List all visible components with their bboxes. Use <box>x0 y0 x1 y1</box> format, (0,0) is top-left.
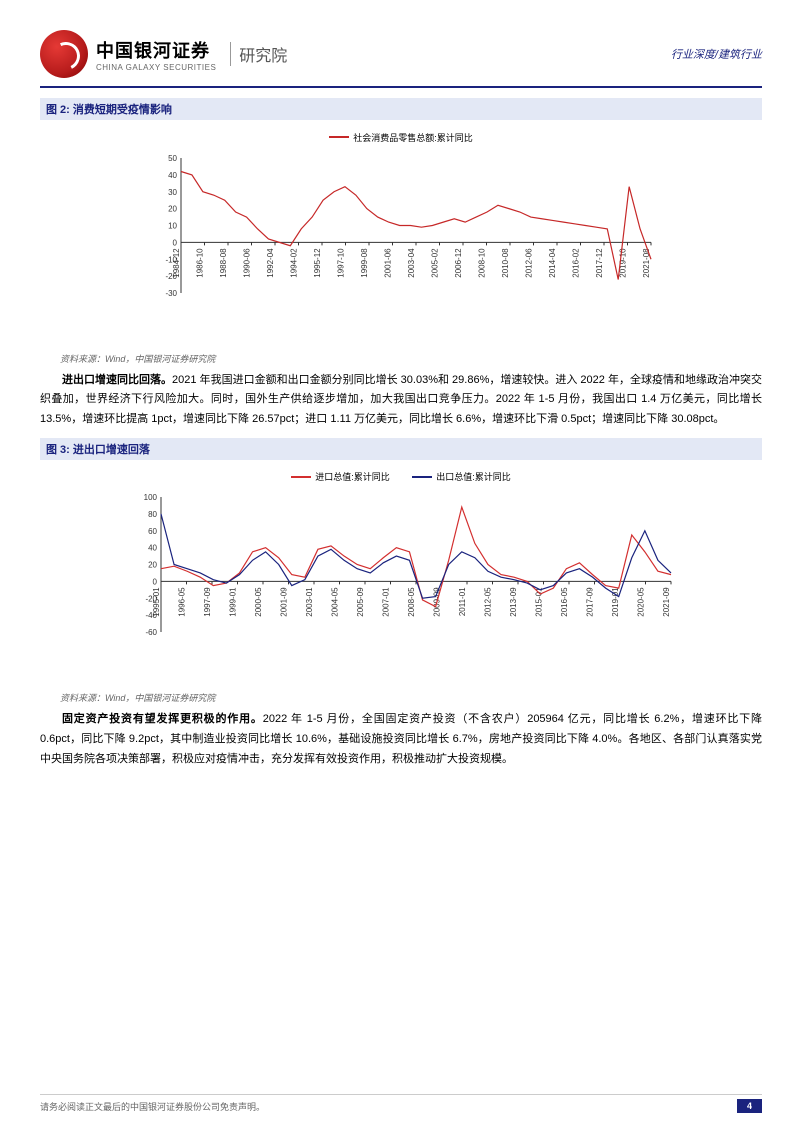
svg-text:20: 20 <box>168 204 177 213</box>
svg-text:80: 80 <box>148 510 157 519</box>
svg-text:2012-05: 2012-05 <box>484 587 493 617</box>
svg-text:1999-08: 1999-08 <box>360 247 369 277</box>
page-number: 4 <box>737 1099 762 1113</box>
svg-text:1988-08: 1988-08 <box>219 247 228 277</box>
fig3-chart: -60-40-200204060801001995-011996-051997-… <box>121 487 681 687</box>
svg-text:2021-09: 2021-09 <box>662 587 671 617</box>
svg-text:50: 50 <box>168 154 177 163</box>
svg-text:1994-02: 1994-02 <box>290 247 299 277</box>
fig3-legend2-swatch <box>412 476 432 478</box>
svg-text:2006-12: 2006-12 <box>454 247 463 277</box>
svg-text:1992-04: 1992-04 <box>266 247 275 277</box>
svg-text:1986-10: 1986-10 <box>196 247 205 277</box>
header-right: 行业深度/建筑行业 <box>671 46 762 62</box>
svg-text:2005-02: 2005-02 <box>431 247 440 277</box>
svg-text:2000-05: 2000-05 <box>254 587 263 617</box>
svg-text:2010-08: 2010-08 <box>501 247 510 277</box>
logo-text: 中国银河证券 CHINA GALAXY SECURITIES <box>96 37 216 72</box>
svg-text:2001-06: 2001-06 <box>384 247 393 277</box>
svg-text:20: 20 <box>148 561 157 570</box>
svg-text:2017-12: 2017-12 <box>595 247 604 277</box>
fig3-chart-wrap: 进口总值:累计同比 出口总值:累计同比 -60-40-2002040608010… <box>40 460 762 690</box>
svg-text:1997-09: 1997-09 <box>203 587 212 617</box>
fig3-title: 图 3: 进出口增速回落 <box>40 438 762 460</box>
fig3-legend: 进口总值:累计同比 出口总值:累计同比 <box>60 470 742 484</box>
svg-text:2004-05: 2004-05 <box>331 587 340 617</box>
svg-text:40: 40 <box>148 544 157 553</box>
svg-text:2007-01: 2007-01 <box>382 587 391 617</box>
svg-text:1995-12: 1995-12 <box>313 247 322 277</box>
svg-text:2015-01: 2015-01 <box>535 587 544 617</box>
svg-text:2014-04: 2014-04 <box>548 247 557 277</box>
svg-text:30: 30 <box>168 187 177 196</box>
disclaimer: 请务必阅读正文最后的中国银河证券股份公司免责声明。 <box>40 1100 265 1113</box>
svg-text:1996-05: 1996-05 <box>178 587 187 617</box>
svg-text:-30: -30 <box>165 289 177 298</box>
svg-text:2005-09: 2005-09 <box>356 587 365 617</box>
svg-text:2008-10: 2008-10 <box>478 247 487 277</box>
svg-text:2011-01: 2011-01 <box>458 587 467 616</box>
svg-text:2012-06: 2012-06 <box>525 247 534 277</box>
svg-text:2021-08: 2021-08 <box>642 247 651 277</box>
svg-text:2020-05: 2020-05 <box>637 587 646 617</box>
page-header: 中国银河证券 CHINA GALAXY SECURITIES 研究院 行业深度/… <box>40 30 762 88</box>
svg-text:1995-01: 1995-01 <box>152 587 161 617</box>
fig3-source: 资料来源：Wind，中国银河证券研究院 <box>60 691 762 704</box>
fig2-legend-label: 社会消费品零售总额:累计同比 <box>353 131 473 144</box>
svg-text:2016-02: 2016-02 <box>572 247 581 277</box>
logo-en: CHINA GALAXY SECURITIES <box>96 63 216 72</box>
svg-text:2008-05: 2008-05 <box>407 587 416 617</box>
svg-text:2013-09: 2013-09 <box>509 587 518 617</box>
svg-text:2017-09: 2017-09 <box>586 587 595 617</box>
svg-text:100: 100 <box>144 493 158 502</box>
fig3-legend1-swatch <box>291 476 311 478</box>
fig2-title: 图 2: 消费短期受疫情影响 <box>40 98 762 120</box>
svg-text:1999-01: 1999-01 <box>229 587 238 617</box>
page-footer: 请务必阅读正文最后的中国银河证券股份公司免责声明。 4 <box>40 1094 762 1113</box>
svg-text:1997-10: 1997-10 <box>337 247 346 277</box>
para1: 进出口增速同比回落。2021 年我国进口金额和出口金额分别同比增长 30.03%… <box>40 371 762 430</box>
institute-label: 研究院 <box>230 42 287 66</box>
fig2-legend: 社会消费品零售总额:累计同比 <box>60 130 742 144</box>
fig2-chart: -30-20-10010203040501984-121986-101988-0… <box>141 148 661 348</box>
svg-text:0: 0 <box>173 238 178 247</box>
svg-text:2019-01: 2019-01 <box>611 587 620 617</box>
fig3-legend1-label: 进口总值:累计同比 <box>315 470 390 483</box>
svg-text:60: 60 <box>148 527 157 536</box>
svg-text:2003-01: 2003-01 <box>305 587 314 617</box>
svg-text:40: 40 <box>168 170 177 179</box>
fig2-legend-swatch <box>329 136 349 138</box>
fig3-legend2-label: 出口总值:累计同比 <box>436 470 511 483</box>
logo-area: 中国银河证券 CHINA GALAXY SECURITIES 研究院 <box>40 30 287 78</box>
galaxy-logo-icon <box>40 30 88 78</box>
svg-text:-60: -60 <box>145 628 157 637</box>
svg-text:2003-04: 2003-04 <box>407 247 416 277</box>
fig2-source: 资料来源：Wind，中国银河证券研究院 <box>60 352 762 365</box>
svg-text:2016-05: 2016-05 <box>560 587 569 617</box>
svg-text:1990-06: 1990-06 <box>243 247 252 277</box>
svg-text:0: 0 <box>153 578 158 587</box>
logo-cn: 中国银河证券 <box>96 37 216 63</box>
fig2-chart-wrap: 社会消费品零售总额:累计同比 -30-20-10010203040501984-… <box>40 120 762 350</box>
svg-text:1984-12: 1984-12 <box>172 247 181 277</box>
svg-text:10: 10 <box>168 221 177 230</box>
svg-text:2001-09: 2001-09 <box>280 587 289 617</box>
para2: 固定资产投资有望发挥更积极的作用。2022 年 1-5 月份，全国固定资产投资（… <box>40 710 762 769</box>
